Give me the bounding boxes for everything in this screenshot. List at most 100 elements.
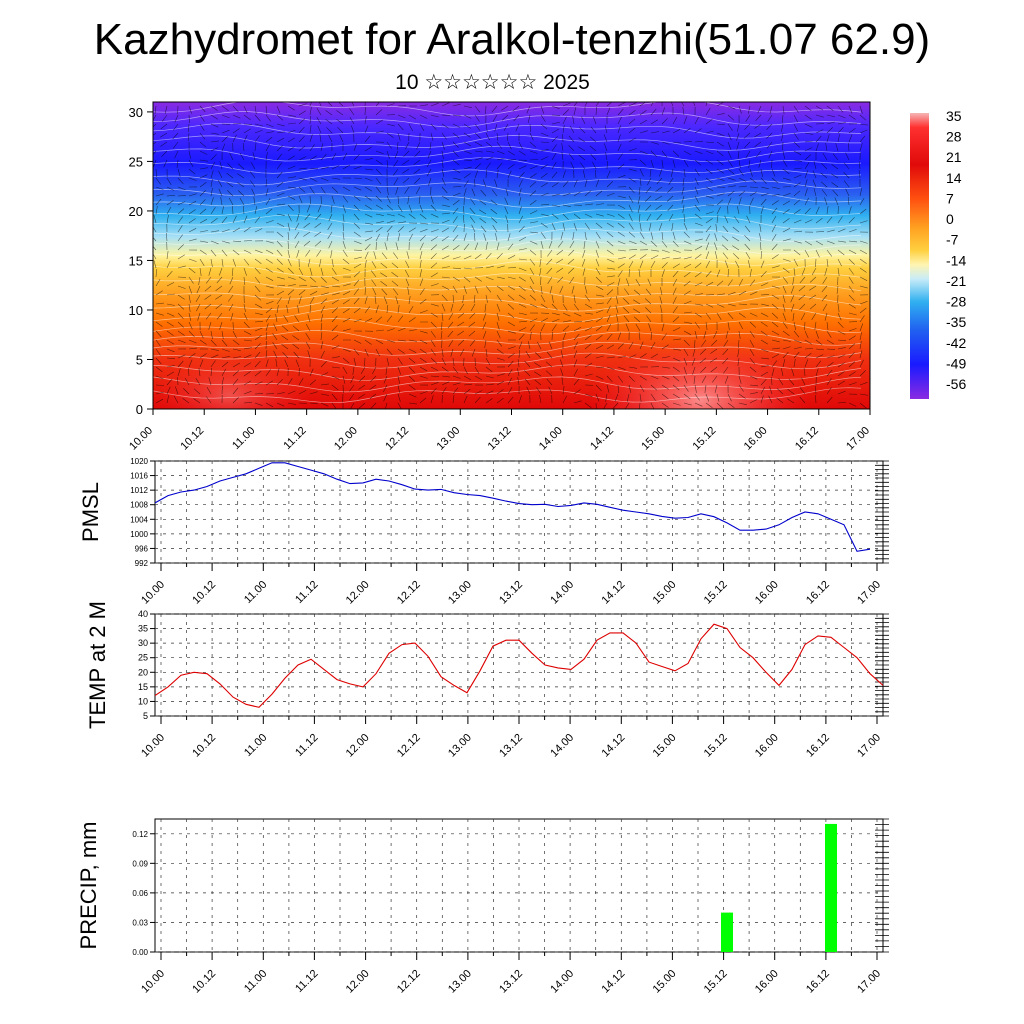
heatmap-x-tick-label: 10.00	[127, 425, 155, 453]
x-tick-label: 10.12	[190, 968, 218, 996]
colorbar-label: 0	[946, 211, 954, 227]
x-tick-label: 16.12	[804, 579, 832, 607]
contour-line	[153, 226, 862, 243]
series-line	[154, 462, 871, 552]
heatmap-x-tick-label: 10.12	[178, 425, 206, 453]
x-tick-label: 12.12	[395, 968, 423, 996]
colorbar: 35 28 21 14 7 0 -7 -14 -21 -28 -35 -42 -49 -56	[910, 108, 966, 399]
colorbar-label: -35	[946, 314, 966, 330]
contour-line	[153, 387, 862, 404]
x-tick-label: 14.12	[599, 968, 627, 996]
x-tick-label: 15.00	[651, 732, 679, 760]
contour-line	[153, 157, 862, 174]
y-tick-label: 0.12	[132, 830, 148, 839]
contour-line	[153, 111, 862, 128]
y-tick-label: 0.03	[132, 918, 148, 927]
precip-bar	[825, 823, 837, 952]
y-tick-label: 25	[138, 653, 148, 663]
colorbar-label: -14	[946, 252, 966, 268]
x-tick-label: 12.12	[395, 579, 423, 607]
y-tick-label: 1004	[130, 515, 148, 524]
y-axis-label: TEMP at 2 M	[85, 601, 110, 729]
colorbar-label: 35	[946, 108, 962, 124]
contour-line	[153, 238, 862, 255]
heatmap-y-tick-label: 5	[136, 352, 143, 367]
y-tick-label: 1020	[130, 457, 148, 466]
heatmap-x-tick-label: 16.12	[793, 425, 821, 453]
contour-line	[153, 180, 862, 197]
contour-line	[153, 102, 862, 117]
contour-line	[153, 249, 862, 266]
right-minor-ticks	[875, 613, 889, 717]
colorbar-label: -42	[946, 335, 966, 351]
heatmap-x-tick-label: 14.00	[537, 425, 565, 453]
x-tick-label: 16.12	[804, 968, 832, 996]
colorbar-label: 14	[946, 170, 962, 186]
x-tick-label: 14.00	[548, 579, 576, 607]
heatmap-y-tick-label: 0	[136, 402, 143, 417]
chart-subtitle: 10 ☆☆☆☆☆☆ 2025	[395, 71, 590, 94]
x-tick-label: 14.00	[548, 732, 576, 760]
x-tick-label: 11.00	[242, 968, 269, 995]
heatmap-x-tick-label: 12.12	[383, 425, 411, 453]
x-tick-label: 14.00	[548, 968, 576, 996]
heatmap-y-tick-label: 25	[129, 154, 143, 169]
contour-line	[153, 191, 862, 208]
x-tick-label: 11.12	[293, 968, 320, 995]
temp-panel: 5 10 15 20 25 30 35 40 10.00 10.12 11.00 11.12 12.00…	[85, 601, 889, 760]
x-tick-label: 14.12	[599, 732, 627, 760]
colorbar-label: -7	[946, 232, 959, 248]
pmsl-panel: 992 996 1000 1004 1008 1012 1016 1020 10.00 10.12…	[78, 457, 889, 607]
x-tick-label: 10.00	[139, 579, 167, 607]
x-tick-label: 13.12	[497, 968, 525, 996]
heatmap-x-tick-label: 13.00	[434, 425, 462, 453]
contour-line	[153, 307, 862, 324]
colorbar-ramp	[910, 113, 929, 399]
contour-line	[153, 341, 862, 358]
x-tick-label: 15.12	[702, 732, 730, 760]
right-minor-ticks	[875, 460, 889, 564]
x-tick-label: 17.00	[855, 968, 883, 996]
heatmap-x-tick-label: 11.12	[281, 425, 308, 452]
contour-line	[153, 295, 862, 312]
y-tick-label: 1000	[130, 530, 148, 539]
heatmap-y-tick-label: 30	[129, 105, 143, 120]
x-tick-label: 12.12	[395, 732, 423, 760]
heatmap-x-tick-label: 17.00	[844, 425, 872, 453]
heatmap-x-tick-label: 16.00	[742, 425, 770, 453]
chart-title: Kazhydromet for Aralkol-tenzhi(51.07 62.…	[93, 15, 931, 64]
heatmap-x-tick-label: 14.12	[588, 425, 616, 453]
x-tick-label: 13.12	[497, 579, 525, 607]
x-tick-label: 10.00	[139, 968, 167, 996]
contour-line	[153, 214, 862, 231]
contour-line	[153, 352, 862, 370]
x-tick-label: 16.00	[753, 732, 781, 760]
y-tick-label: 20	[138, 667, 148, 677]
series-line	[154, 623, 884, 708]
x-tick-label: 13.00	[446, 579, 474, 607]
x-tick-label: 10.12	[190, 579, 218, 607]
colorbar-labels: 35 28 21 14 7 0 -7 -14 -21 -28 -35 -42 -49 -56	[946, 108, 966, 392]
contour-line	[153, 318, 862, 335]
x-tick-label: 11.12	[293, 732, 320, 759]
heatmap-x-tick-label: 11.00	[230, 425, 257, 452]
heatmap-y-tick-label: 20	[129, 204, 143, 219]
x-ticks	[160, 716, 878, 724]
contour-line	[153, 122, 862, 139]
y-tick-label: 5	[143, 711, 148, 721]
x-tick-label: 12.00	[344, 732, 372, 760]
heatmap-x-tick-label: 15.00	[639, 425, 667, 453]
wind-barbs	[153, 102, 869, 409]
x-tick-label: 13.12	[497, 732, 525, 760]
x-tick-label: 12.00	[344, 579, 372, 607]
x-tick-label: 16.00	[753, 579, 781, 607]
y-tick-label: 1012	[130, 486, 148, 495]
x-tick-label: 10.00	[139, 732, 167, 760]
contour-line	[153, 169, 862, 186]
heatmap-y-tick-label: 15	[129, 253, 143, 268]
x-tick-label: 15.12	[702, 968, 730, 996]
x-tick-label: 16.12	[804, 732, 832, 760]
y-tick-label: 40	[138, 609, 148, 619]
y-tick-label: 0.06	[132, 889, 148, 898]
